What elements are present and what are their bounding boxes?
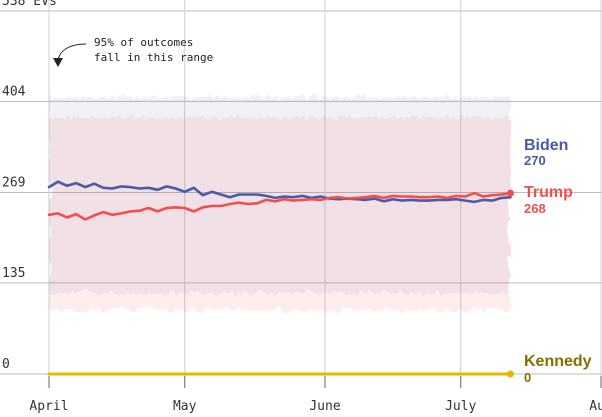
y-tick-label: 0 — [2, 357, 10, 372]
y-tick-label: 269 — [2, 176, 25, 191]
x-tick-label: June — [309, 399, 340, 414]
series-value-kennedy: 0 — [524, 370, 531, 385]
series-label-biden: Biden — [524, 137, 568, 154]
trump-range-band — [49, 117, 511, 310]
x-tick-label: July — [445, 399, 476, 414]
annotation-arrowhead — [53, 58, 63, 67]
x-axis: April May June July Aug — [29, 376, 602, 414]
y-tick-label: 135 — [2, 266, 25, 281]
series-value-trump: 268 — [524, 201, 546, 216]
series-label-trump: Trump — [524, 184, 573, 201]
range-annotation: 95% of outcomes fall in this range — [53, 36, 213, 67]
confidence-bands — [49, 97, 511, 310]
series-value-biden: 270 — [524, 153, 546, 168]
annotation-arrow — [57, 43, 87, 61]
series-line-biden — [47, 180, 512, 204]
y-tick-label: 538 EVs — [2, 0, 57, 9]
series-label-kennedy: Kennedy — [524, 353, 592, 370]
annotation-line-2: fall in this range — [94, 51, 213, 64]
series-end-dot-kennedy — [507, 370, 515, 378]
series-lines — [47, 180, 515, 378]
series-line-trump — [47, 191, 512, 221]
x-tick-label: April — [29, 399, 68, 414]
y-tick-label: 404 — [2, 84, 26, 99]
x-tick-label: May — [173, 399, 197, 414]
y-axis: 538 EVs 404 269 135 0 — [2, 0, 57, 372]
annotation-line-1: 95% of outcomes — [94, 36, 193, 49]
series-end-dot-trump — [507, 189, 515, 197]
x-tick-label: Aug — [589, 399, 602, 414]
